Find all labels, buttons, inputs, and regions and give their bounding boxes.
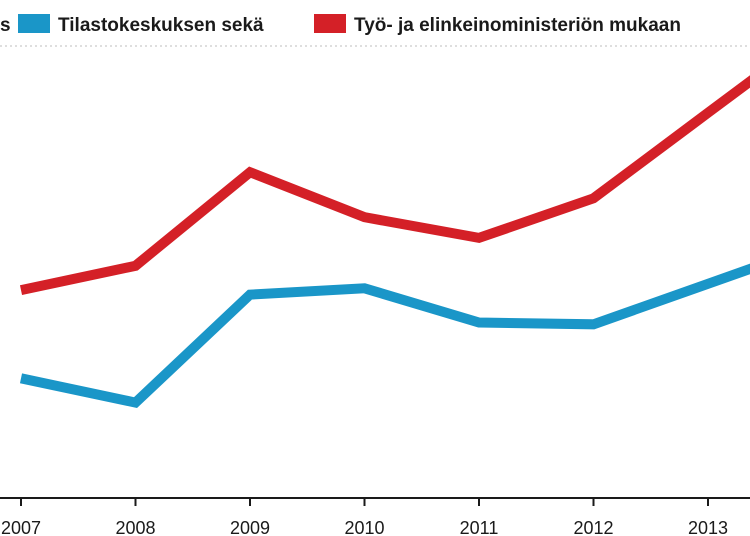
legend: s Tilastokeskuksen sekä Työ- ja elinkein…	[0, 14, 681, 36]
x-axis-ticks: 2007 2008 2009 2010 2011 2012 2013	[1, 498, 728, 536]
x-tick-label-2007: 2007	[1, 518, 41, 536]
series-line-tilastokeskus	[19, 263, 750, 409]
x-tick-label-2011: 2011	[460, 518, 499, 536]
legend-swatch-red	[314, 14, 346, 33]
x-tick-label-2012: 2012	[573, 518, 613, 536]
legend-label-tilastokeskus: Tilastokeskuksen sekä	[58, 15, 264, 36]
series-layer	[19, 75, 750, 409]
x-tick-label-2008: 2008	[115, 518, 155, 536]
legend-partial-label: s	[0, 15, 11, 36]
legend-label-tem: Työ- ja elinkeinoministeriön mukaan	[354, 15, 681, 36]
x-tick-label-2009: 2009	[230, 518, 270, 536]
x-tick-label-2013: 2013	[688, 518, 728, 536]
series-line-tem	[19, 75, 750, 295]
x-tick-label-2010: 2010	[344, 518, 384, 536]
legend-swatch-blue	[18, 14, 50, 33]
